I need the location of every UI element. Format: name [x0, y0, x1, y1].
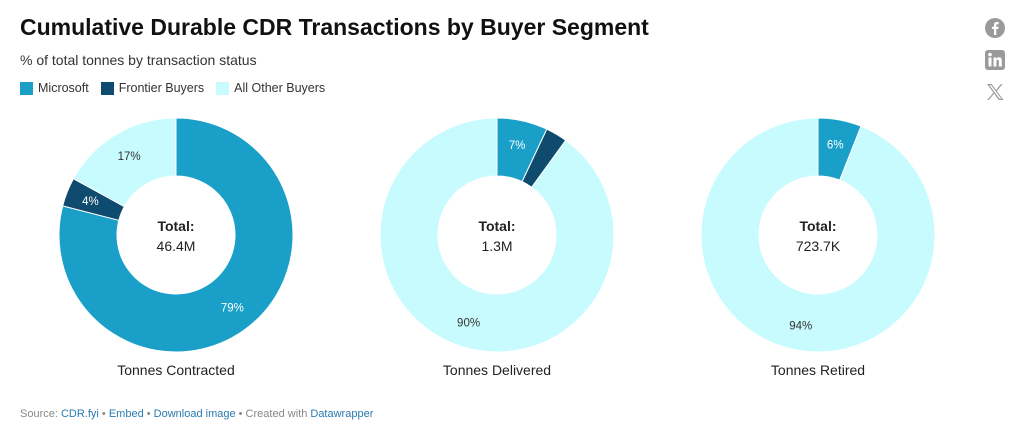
slice-label-microsoft: 79%	[221, 303, 244, 315]
slice-label-microsoft: 7%	[509, 140, 526, 152]
legend-swatch-microsoft	[20, 81, 33, 95]
donut-tonnes-contracted: 79% 4% 17% Total: 46.4M Tonnes Contracted	[58, 117, 294, 378]
chart-caption: Tonnes Contracted	[117, 362, 235, 378]
slice-label-all-other-buyers: 94%	[789, 320, 812, 332]
legend-swatch-frontier	[100, 81, 114, 95]
donut-tonnes-delivered: 7% 90% Total: 1.3M Tonnes Delivered	[379, 117, 615, 378]
legend-item-other: All Other Buyers	[216, 81, 325, 95]
legend-item-frontier: Frontier Buyers	[100, 81, 205, 95]
legend-swatch-other	[216, 81, 230, 95]
source-link[interactable]: CDR.fyi	[60, 408, 99, 420]
chart-caption: Tonnes Retired	[771, 362, 865, 378]
legend-item-microsoft: Microsoft	[20, 81, 89, 95]
linkedin-icon[interactable]	[984, 49, 1006, 71]
created-with-text: • Created with	[235, 408, 311, 420]
slice-microsoft	[58, 117, 294, 353]
legend-label-frontier: Frontier Buyers	[118, 81, 205, 95]
center-label: Total:	[799, 218, 836, 234]
datawrapper-link[interactable]: Datawrapper	[310, 408, 374, 420]
legend-label-microsoft: Microsoft	[38, 81, 89, 95]
slice-label-all-other-buyers: 90%	[457, 317, 480, 329]
chart-title: Cumulative Durable CDR Transactions by B…	[20, 14, 649, 40]
center-label: Total:	[157, 218, 194, 234]
footer: Source: CDR.fyi • Embed • Download image…	[20, 408, 373, 420]
center-total-value: 1.3M	[481, 238, 512, 254]
chart-caption: Tonnes Delivered	[443, 362, 551, 378]
chart-subtitle: % of total tonnes by transaction status	[20, 52, 257, 68]
center-total-value: 723.7K	[796, 238, 841, 254]
slice-all-other-buyers	[379, 117, 615, 353]
facebook-icon[interactable]	[984, 17, 1006, 39]
x-icon[interactable]	[984, 81, 1006, 103]
donut-tonnes-retired: 6% 94% Total: 723.7K Tonnes Retired	[700, 117, 936, 378]
center-label: Total:	[478, 218, 515, 234]
slice-label-frontier-buyers: 4%	[82, 196, 99, 208]
source-prefix: Source:	[20, 408, 61, 420]
slice-label-all-other-buyers: 17%	[118, 151, 141, 163]
footer-separator: •	[143, 408, 154, 420]
legend: Microsoft Frontier Buyers All Other Buye…	[20, 81, 325, 95]
slice-all-other-buyers	[72, 117, 177, 208]
slice-all-other-buyers	[700, 117, 936, 353]
slice-label-microsoft: 6%	[827, 140, 844, 152]
center-total-value: 46.4M	[157, 238, 196, 254]
legend-label-other: All Other Buyers	[234, 81, 326, 95]
download-image-link[interactable]: Download image	[153, 408, 236, 420]
footer-separator: •	[98, 408, 109, 420]
donut-charts: 79% 4% 17% Total: 46.4M Tonnes Contracted 7% 90…	[58, 117, 936, 378]
embed-link[interactable]: Embed	[108, 408, 144, 420]
